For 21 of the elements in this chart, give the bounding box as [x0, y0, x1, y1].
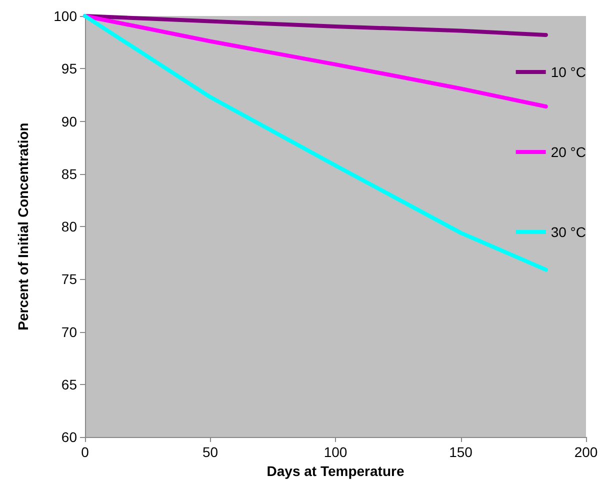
- y-tick-label: 60: [61, 429, 78, 445]
- y-tick-label: 70: [61, 324, 78, 340]
- y-tick-label: 100: [54, 8, 78, 24]
- x-tick-label: 150: [449, 444, 473, 460]
- x-tick-label: 200: [574, 444, 598, 460]
- x-tick-label: 0: [81, 444, 90, 460]
- y-tick-label: 95: [61, 60, 78, 77]
- y-tick-label: 90: [61, 113, 78, 130]
- line-series: [83, 14, 548, 109]
- y-tick-label: 65: [61, 376, 78, 392]
- legend-label: 30 °C: [550, 224, 586, 240]
- y-tick-label: 85: [61, 166, 78, 182]
- x-axis-title: Days at Temperature: [266, 462, 404, 479]
- y-tick-label: 75: [61, 271, 78, 288]
- x-tick-label: 50: [202, 444, 218, 460]
- y-axis-title: Percent of Initial Concentration: [15, 122, 31, 330]
- legend-label: 20 °C: [550, 144, 586, 160]
- line-series: [83, 14, 548, 272]
- x-tick-label: 100: [324, 444, 348, 460]
- legend-label: 10 °C: [550, 64, 586, 80]
- y-tick-label: 80: [61, 218, 78, 234]
